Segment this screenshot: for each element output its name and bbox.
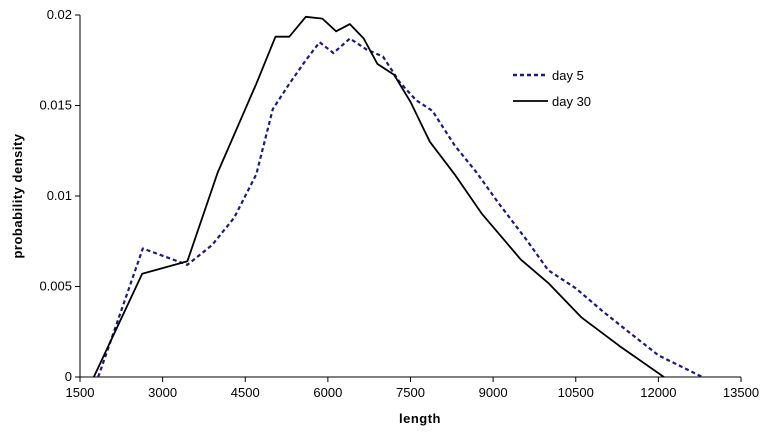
y-axis-ticks: 0 0.005 0.01 0.015 0.02 xyxy=(39,7,80,384)
x-tick-label: 10500 xyxy=(558,385,594,400)
legend: day 5 day 30 xyxy=(513,68,591,109)
axes xyxy=(79,15,741,378)
series-line-day-5 xyxy=(97,37,703,378)
x-tick-label: 4500 xyxy=(231,385,260,400)
series-layer xyxy=(92,15,703,378)
y-axis-title: probability density xyxy=(10,133,25,258)
y-tick-label: 0.02 xyxy=(47,7,72,22)
y-tick-label: 0.01 xyxy=(47,188,72,203)
x-tick-label: 13500 xyxy=(723,385,759,400)
series-line-day-30 xyxy=(92,15,665,378)
legend-label-day-5: day 5 xyxy=(552,68,584,83)
x-axis-title: length xyxy=(399,411,441,426)
y-tick-label: 0.005 xyxy=(39,279,72,294)
legend-label-day-30: day 30 xyxy=(552,94,591,109)
x-axis-ticks: 1500 3000 4500 6000 7500 9000 10500 12000 13500 xyxy=(66,377,759,400)
x-tick-label: 7500 xyxy=(396,385,425,400)
y-tick-label: 0.015 xyxy=(39,98,72,113)
x-tick-label: 6000 xyxy=(313,385,342,400)
x-tick-label: 3000 xyxy=(148,385,177,400)
x-tick-label: 12000 xyxy=(640,385,676,400)
x-tick-label: 1500 xyxy=(66,385,95,400)
y-tick-label: 0 xyxy=(65,369,72,384)
x-tick-label: 9000 xyxy=(479,385,508,400)
